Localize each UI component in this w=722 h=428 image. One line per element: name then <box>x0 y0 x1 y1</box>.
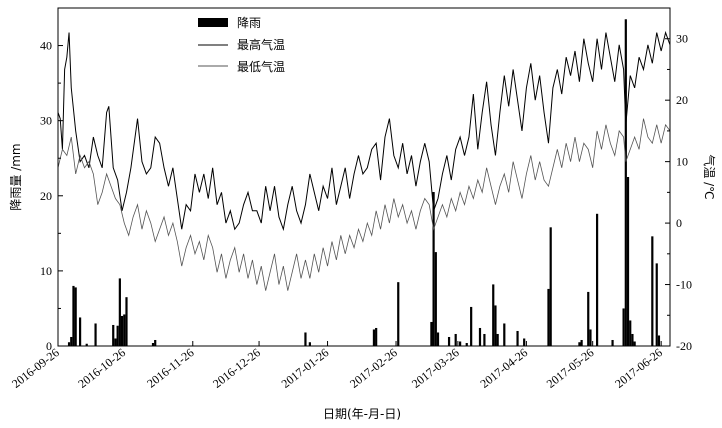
rain-bar-2017-02-27 <box>397 282 400 346</box>
left-tick-label-10: 10 <box>40 264 52 278</box>
legend-label-rain: 降雨 <box>237 16 261 30</box>
rain-bar-2017-05-07 <box>549 227 552 346</box>
rain-bar-2017-05-24 <box>587 291 590 346</box>
rain-bar-2017-05-20 <box>578 342 581 346</box>
series-line-tmax <box>57 30 671 232</box>
right-tick-label--10: -10 <box>676 278 692 292</box>
left-tick-label-20: 20 <box>40 189 52 203</box>
rain-bar-2017-01-16 <box>304 332 307 346</box>
rain-bar-2017-03-14 <box>430 321 433 346</box>
rain-bar-2016-10-23 <box>116 325 119 346</box>
rain-bar-2017-03-15 <box>432 192 435 346</box>
rain-bar-2017-05-06 <box>547 288 550 346</box>
rain-bar-2017-04-13 <box>496 333 499 346</box>
x-tick-label-2017-02-26: 2017-02-26 <box>347 345 400 391</box>
right-tick-label-10: 10 <box>676 155 688 169</box>
rain-bar-2016-10-02 <box>70 336 73 346</box>
rain-bar-2016-10-24 <box>118 278 121 346</box>
rain-bar-2016-10-03 <box>72 285 75 346</box>
rain-bar-2017-02-16 <box>372 329 376 346</box>
series-line-tmin <box>57 118 671 291</box>
rain-bar-2017-03-27 <box>459 341 462 346</box>
x-axis: 2016-09-26 2016-10-26 2016-11-26 2016-12-26… <box>9 341 665 391</box>
rain-bar-2016-10-25 <box>120 315 124 346</box>
rain-bar-2017-04-12 <box>494 305 497 346</box>
plot-frame <box>57 7 671 347</box>
left-tick-label-0: 0 <box>46 339 52 353</box>
x-axis-title: 日期(年-月-日) <box>323 407 401 421</box>
legend-label-tmax: 最高气温 <box>237 37 285 52</box>
x-tick-label-2017-01-26: 2017-01-26 <box>279 345 332 391</box>
rain-bar-2017-04-22 <box>516 330 519 346</box>
rain-bar-2017-05-28 <box>595 213 599 346</box>
rain-bar-2017-03-25 <box>454 333 457 346</box>
rain-bar-2017-03-22 <box>447 336 451 346</box>
rain-bar-2017-06-14 <box>633 341 636 346</box>
legend: 降雨 最高气温 最低气温 <box>198 16 285 74</box>
rain-bar-2017-06-04 <box>611 339 614 346</box>
rain-bar-2017-04-01 <box>470 306 473 346</box>
rain-bar-2016-11-08 <box>151 343 155 346</box>
rain-bar-2016-11-09 <box>154 339 157 346</box>
rain-bar-2017-04-05 <box>478 327 482 346</box>
rain-bar-2017-06-25 <box>657 335 661 346</box>
rain-bar-2017-03-30 <box>465 343 468 346</box>
right-tick-label-30: 30 <box>676 32 688 46</box>
y-axis-title-right: 气温 /℃ <box>702 154 717 199</box>
rain-bar-2016-10-27 <box>125 297 128 346</box>
rain-bar-2017-04-11 <box>492 284 495 346</box>
x-tick-label-2016-11-26: 2016-11-26 <box>144 345 196 390</box>
rain-bar-2017-06-22 <box>651 236 654 346</box>
right-y-axis: -20 -10 0 10 20 30 <box>665 32 692 353</box>
rain-bar-2017-03-17 <box>436 332 440 346</box>
x-tick-label-2017-06-26: 2017-06-26 <box>612 345 665 391</box>
legend-label-tmin: 最低气温 <box>237 59 285 74</box>
rain-bar-2016-10-09 <box>85 343 88 346</box>
rain-bar-2017-02-17 <box>375 327 378 346</box>
rain-bar-2017-06-10 <box>624 19 627 347</box>
rain-bar-2017-06-12 <box>629 320 632 346</box>
left-tick-label-40: 40 <box>40 39 52 53</box>
x-tick-label-2016-12-26: 2016-12-26 <box>210 345 263 391</box>
rain-bar-2017-04-07 <box>483 333 486 346</box>
rain-bar-2016-10-13 <box>94 323 97 346</box>
rain-bar-2016-10-01 <box>67 342 71 346</box>
rain-bar-2017-05-21 <box>580 339 583 346</box>
right-tick-label-0: 0 <box>676 216 682 230</box>
rain-bar-2017-06-13 <box>631 333 634 346</box>
rain-bar-2017-03-16 <box>434 252 437 346</box>
x-tick-label-2017-03-26: 2017-03-26 <box>409 345 462 391</box>
rain-bar-2017-06-11 <box>626 177 630 346</box>
left-tick-label-30: 30 <box>40 114 52 128</box>
right-tick-label--20: -20 <box>676 339 692 353</box>
rain-bar-2016-10-22 <box>114 338 117 346</box>
x-tick-label-2016-09-26: 2016-09-26 <box>9 345 62 391</box>
right-tick-label-20: 20 <box>676 93 688 107</box>
rain-bar-2017-04-16 <box>503 323 506 346</box>
rain-bar-2016-10-21 <box>112 324 115 346</box>
x-tick-label-2017-04-26: 2017-04-26 <box>477 345 530 391</box>
rain-bar-2017-06-09 <box>622 308 625 346</box>
y-axis-title-left: 降雨量 /mm <box>9 143 23 210</box>
rain-bar-2016-10-26 <box>123 314 126 346</box>
rain-bar-2017-04-25 <box>523 338 526 346</box>
left-y-axis: 0 10 20 30 40 <box>40 39 63 353</box>
rain-bar-2016-10-06 <box>78 317 82 346</box>
rainfall-bars <box>67 19 661 347</box>
x-tick-label-2016-10-26: 2016-10-26 <box>75 345 128 391</box>
x-tick-label-2017-05-26: 2017-05-26 <box>544 345 597 391</box>
rain-bar-2017-05-25 <box>589 329 592 346</box>
rain-bar-2016-10-04 <box>74 287 77 346</box>
rain-bar-2017-06-24 <box>655 263 658 346</box>
rain-bar-2017-01-18 <box>308 342 311 346</box>
legend-swatch-rain <box>198 18 228 27</box>
